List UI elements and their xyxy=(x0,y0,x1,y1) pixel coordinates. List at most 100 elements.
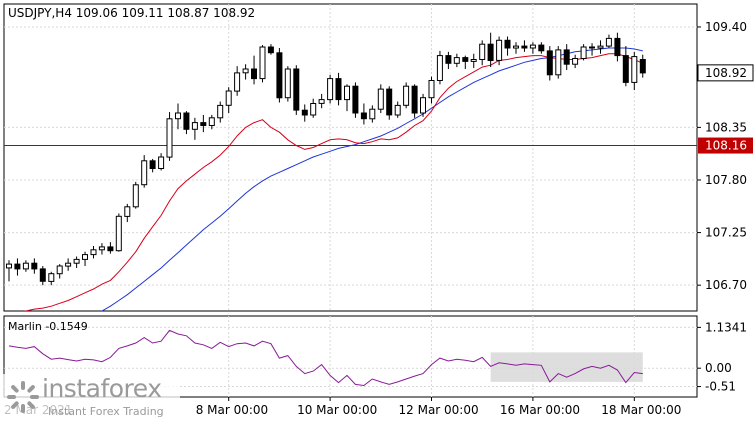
candle-bear xyxy=(462,57,469,62)
candle-bear xyxy=(411,85,418,114)
candle-bull xyxy=(377,88,384,110)
price-axis: 109.40 108.35 107.80 107.25 106.70 108.92 108.… xyxy=(697,20,754,394)
candlesticks xyxy=(6,32,646,286)
candle-bear xyxy=(301,109,308,116)
candle-bull xyxy=(234,72,241,92)
price-tick-label: 107.80 xyxy=(705,173,747,187)
candle-bull xyxy=(225,90,232,106)
indicator-tick-label: 0.00 xyxy=(705,361,732,375)
candle-bull xyxy=(208,117,215,127)
indicator-line xyxy=(8,329,643,387)
candle-bull xyxy=(436,55,443,81)
symbol-header: USDJPY,H4 109.06 109.11 108.87 108.92 xyxy=(8,6,255,20)
level-price-box xyxy=(698,137,753,154)
price-tick-label: 106.70 xyxy=(705,278,747,292)
candle-bear xyxy=(293,68,300,111)
candle-bull xyxy=(82,254,88,260)
candle-bull xyxy=(470,59,477,62)
candle-bear xyxy=(521,45,528,49)
candle-bear xyxy=(639,59,646,74)
candle-bear xyxy=(335,78,342,101)
candle-bear xyxy=(183,112,190,130)
candle-bear xyxy=(546,50,553,76)
candle-bull xyxy=(310,103,317,116)
candle-bear xyxy=(149,160,156,170)
candle-bear xyxy=(487,43,494,61)
candle-bear xyxy=(445,55,452,64)
candle-bull xyxy=(597,45,604,49)
candle-bull xyxy=(403,85,410,106)
candle-bull xyxy=(394,104,401,116)
candle-bull xyxy=(48,273,55,282)
candle-bull xyxy=(65,262,72,267)
candle-bull xyxy=(529,44,536,49)
candle-bear xyxy=(31,262,38,270)
time-tick-label: 18 Mar 00:00 xyxy=(601,403,681,417)
candle-bear xyxy=(386,88,393,116)
candle-bear xyxy=(622,55,629,83)
candle-bull xyxy=(158,156,165,169)
candle-bull xyxy=(242,68,249,74)
time-tick-label: 10 Mar 00:00 xyxy=(297,403,377,417)
candle-bull xyxy=(513,45,519,49)
price-tick-label: 108.35 xyxy=(705,120,747,134)
ema-fast-line xyxy=(23,53,644,311)
candle-bull xyxy=(73,258,80,264)
price-tick-label: 109.40 xyxy=(705,20,747,34)
candle-bull xyxy=(572,58,579,65)
instaforex-logo-icon xyxy=(7,381,39,413)
candle-bull xyxy=(175,112,181,120)
candle-bear xyxy=(39,268,46,282)
candle-bear xyxy=(14,263,21,270)
candle-bear xyxy=(563,49,570,65)
candle-bull xyxy=(496,39,503,61)
candle-bear xyxy=(538,44,545,52)
candle-bear xyxy=(352,85,359,114)
candle-bull xyxy=(453,57,460,64)
candle-bull xyxy=(369,108,376,120)
candle-bull xyxy=(115,215,122,252)
candle-bear xyxy=(360,112,367,120)
candle-bear xyxy=(276,52,283,99)
current-price-label: 108.92 xyxy=(705,66,747,80)
candle-bull xyxy=(605,37,612,47)
indicator-series xyxy=(8,329,643,387)
time-tick-label: 12 Mar 00:00 xyxy=(399,403,479,417)
candle-bull xyxy=(166,118,173,158)
candle-bull xyxy=(56,265,63,275)
moving-averages xyxy=(23,47,644,311)
level-price-label: 108.16 xyxy=(705,139,747,153)
candle-bear xyxy=(251,68,257,80)
candle-bear xyxy=(589,46,595,49)
candle-bull xyxy=(420,97,426,114)
price-tick-label: 107.25 xyxy=(705,226,747,240)
candle-bull xyxy=(479,43,486,61)
candle-bear xyxy=(504,39,511,49)
indicator-label: Marlin -0.1549 xyxy=(8,320,88,333)
candle-bull xyxy=(217,104,224,119)
candle-bull xyxy=(132,184,139,208)
candle-bear xyxy=(614,37,621,57)
gridlines xyxy=(4,4,697,397)
current-price-box xyxy=(697,64,754,82)
candle-bear xyxy=(267,46,274,54)
candle-bull xyxy=(141,160,148,186)
candle-bull xyxy=(318,99,325,104)
candle-bull xyxy=(327,78,334,101)
candle-bull xyxy=(344,85,350,101)
watermark-backdrop xyxy=(0,374,180,422)
candle-bull xyxy=(90,249,97,256)
candle-bull xyxy=(428,80,435,99)
candle-bull xyxy=(6,263,12,269)
time-tick-label: 16 Mar 00:00 xyxy=(500,403,580,417)
watermark-tagline: Instant Forex Trading xyxy=(48,405,164,418)
candle-bull xyxy=(580,46,587,59)
candle-bull xyxy=(284,68,291,99)
candle-bull xyxy=(555,49,562,76)
candle-bull xyxy=(631,56,638,83)
candle-bull xyxy=(124,206,131,217)
candle-bull xyxy=(22,262,29,270)
candle-bull xyxy=(191,122,198,130)
candle-bull xyxy=(98,246,105,251)
